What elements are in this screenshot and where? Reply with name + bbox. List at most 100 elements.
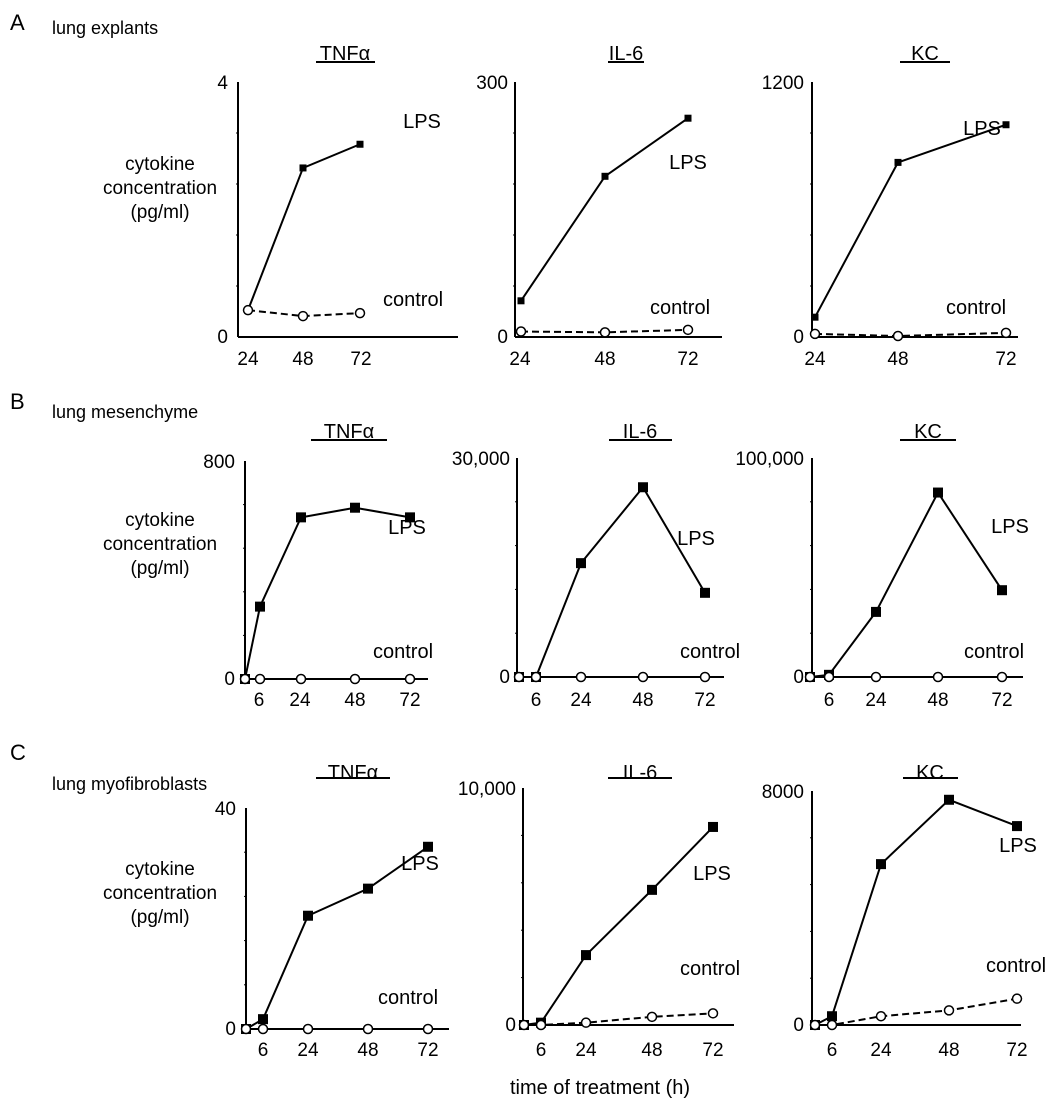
chart-title: IL-6: [623, 421, 657, 443]
data-point-control: [932, 671, 944, 683]
data-point-lps: [811, 313, 819, 321]
data-point-control: [362, 1023, 374, 1035]
y-tick-label: 100,000: [735, 449, 804, 470]
data-point-control: [239, 673, 251, 685]
panel-letter-B: B: [10, 389, 25, 414]
y-tick-label: 0: [225, 1019, 236, 1040]
series-label-control: control: [383, 289, 443, 311]
y-axis-label-A: cytokine: [125, 154, 195, 175]
data-point-lps: [576, 558, 586, 569]
y-tick-label: 0: [499, 667, 510, 688]
series-line-control: [814, 331, 1007, 338]
panel-letter-A: A: [10, 10, 25, 35]
y-tick-label: 800: [203, 452, 235, 473]
data-point-lps: [894, 158, 902, 166]
chart-title: KC: [911, 43, 939, 65]
y-axis-label-B: concentration: [103, 534, 217, 555]
y-axis-label-A: concentration: [103, 178, 217, 199]
panel-letter-C: C: [10, 740, 26, 765]
data-point-control: [637, 671, 649, 683]
data-point-control: [422, 1023, 434, 1035]
data-point-control: [240, 1023, 252, 1035]
data-point-lps: [356, 140, 364, 148]
series-label-control: control: [378, 987, 438, 1009]
y-tick-label: 40: [215, 799, 236, 820]
data-point-control: [242, 304, 254, 316]
y-tick-label: 0: [505, 1015, 516, 1036]
series-line-control: [524, 1012, 714, 1026]
x-tick-label: 24: [289, 690, 311, 711]
data-point-lps: [299, 164, 307, 172]
x-tick-label: 72: [991, 690, 1012, 711]
series-label-LPS: LPS: [401, 853, 439, 875]
y-axis-label-A: (pg/ml): [130, 202, 189, 223]
series-label-control: control: [680, 958, 740, 980]
x-tick-label: 24: [575, 1040, 597, 1061]
y-tick-label: 0: [793, 327, 804, 348]
x-tick-label: 48: [632, 690, 653, 711]
y-axis-label-C: concentration: [103, 883, 217, 904]
y-tick-label: 300: [476, 73, 508, 94]
x-tick-label: 6: [827, 1040, 838, 1061]
x-tick-label: 72: [417, 1040, 438, 1061]
series-line-LPS: [814, 798, 1018, 1026]
x-tick-label: 6: [254, 690, 265, 711]
data-point-control: [707, 1008, 719, 1019]
x-axis-label: time of treatment (h): [510, 1077, 690, 1099]
y-tick-label: 0: [217, 327, 228, 348]
data-point-control: [575, 671, 587, 683]
x-tick-label: 24: [509, 349, 531, 370]
data-point-lps: [363, 883, 373, 894]
data-point-lps: [638, 482, 648, 493]
data-point-control: [404, 673, 416, 685]
series-label-control: control: [964, 641, 1024, 663]
data-point-control: [809, 328, 821, 340]
data-point-control: [1011, 993, 1023, 1004]
data-point-control: [257, 1023, 269, 1035]
series-label-LPS: LPS: [991, 516, 1029, 538]
series-line-LPS: [520, 117, 689, 302]
series-label-LPS: LPS: [388, 517, 426, 539]
chart-title: KC: [914, 421, 942, 443]
data-point-control: [943, 1005, 955, 1016]
data-point-lps: [350, 502, 360, 513]
data-point-lps: [708, 821, 718, 832]
data-point-lps: [303, 910, 313, 921]
data-point-lps: [423, 841, 433, 852]
chart-title: KC: [916, 762, 944, 784]
series-label-LPS: LPS: [693, 863, 731, 885]
data-point-control: [682, 324, 694, 336]
x-tick-label: 72: [350, 349, 371, 370]
series-label-control: control: [986, 955, 1046, 977]
y-axis-label-C: (pg/ml): [130, 907, 189, 928]
data-point-control: [809, 1019, 821, 1031]
x-tick-label: 6: [258, 1040, 269, 1061]
data-point-control: [297, 310, 309, 322]
data-point-control: [699, 671, 711, 683]
x-tick-label: 72: [995, 349, 1016, 370]
x-tick-label: 24: [865, 690, 887, 711]
series-label-LPS: LPS: [677, 528, 715, 550]
data-point-control: [349, 673, 361, 685]
series-label-LPS: LPS: [963, 118, 1001, 140]
data-point-control: [254, 673, 266, 685]
x-tick-label: 48: [594, 349, 615, 370]
data-point-lps: [933, 487, 943, 498]
chart-title: TNFα: [328, 762, 378, 784]
series-label-control: control: [373, 641, 433, 663]
y-axis-label-B: (pg/ml): [130, 558, 189, 579]
x-tick-label: 24: [804, 349, 826, 370]
y-axis-label-B: cytokine: [125, 510, 195, 531]
data-point-lps: [944, 794, 954, 805]
data-point-lps: [601, 172, 609, 180]
data-point-control: [535, 1019, 547, 1031]
data-point-control: [518, 1019, 530, 1031]
data-point-lps: [1012, 821, 1022, 832]
y-tick-label: 30,000: [452, 449, 510, 470]
data-point-lps: [405, 512, 415, 523]
data-point-control: [804, 671, 816, 683]
y-tick-label: 10,000: [458, 779, 516, 800]
chart-title: TNFα: [320, 43, 370, 65]
y-tick-label: 0: [793, 1015, 804, 1036]
